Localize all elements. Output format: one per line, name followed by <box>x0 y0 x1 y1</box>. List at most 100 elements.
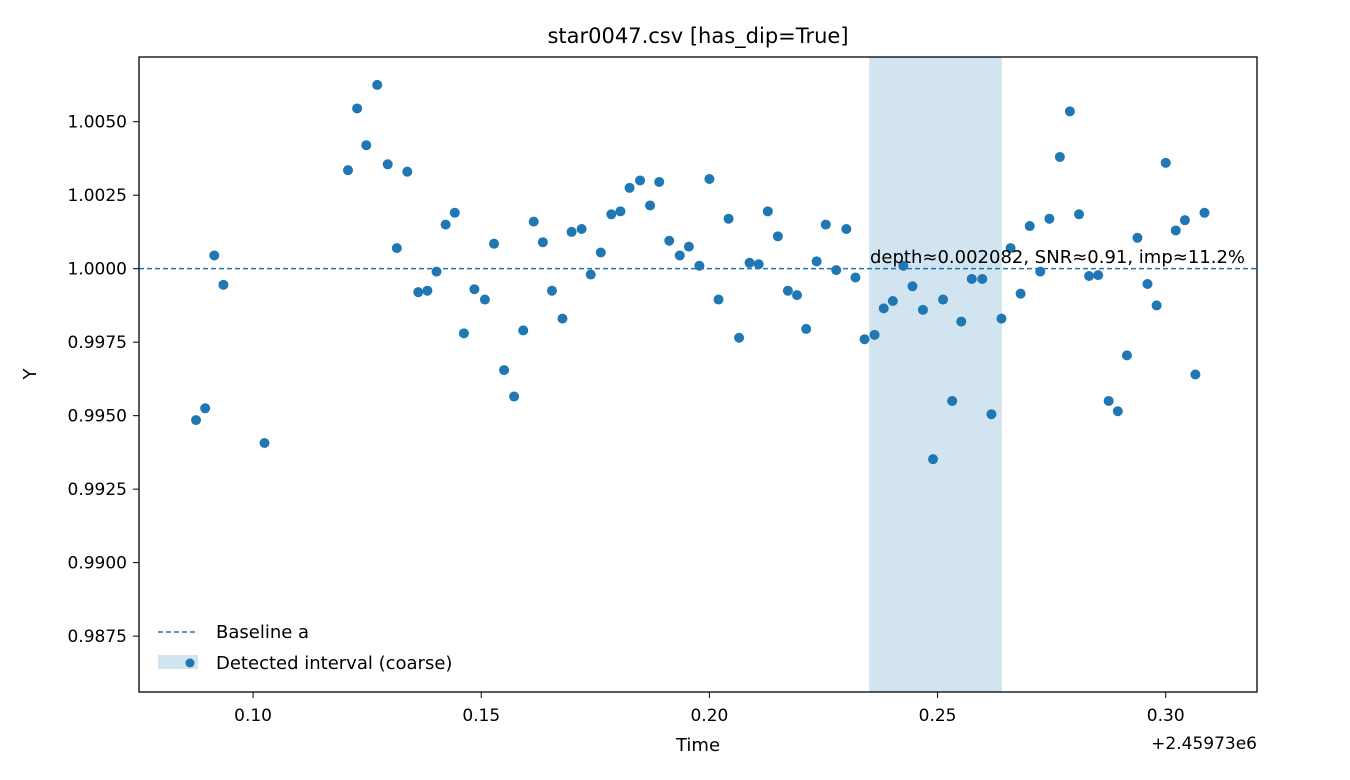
data-point <box>1054 151 1065 162</box>
data-point <box>977 273 988 284</box>
data-point <box>585 269 596 280</box>
data-point <box>479 294 490 305</box>
x-tick-label: 0.15 <box>462 706 500 726</box>
data-point <box>898 260 909 271</box>
x-offset-label: +2.45973e6 <box>1151 734 1257 754</box>
data-point <box>917 304 928 315</box>
data-point <box>1044 213 1055 224</box>
data-point <box>576 223 587 234</box>
legend-interval-label: Detected interval (coarse) <box>216 653 452 674</box>
data-point <box>1121 350 1132 361</box>
y-axis: 0.9875 0.9900 0.9925 0.9950 0.9975 1.0000 1.00… <box>68 113 139 647</box>
data-point <box>458 328 469 339</box>
data-point <box>1035 266 1046 277</box>
data-point <box>615 206 626 217</box>
data-point <box>191 415 202 426</box>
data-point <box>537 237 548 248</box>
data-point <box>449 207 460 218</box>
data-point <box>1132 232 1143 243</box>
data-point <box>907 281 918 292</box>
y-tick-label: 0.9975 <box>68 333 127 353</box>
data-point <box>645 200 656 211</box>
data-point <box>489 238 500 249</box>
data-point <box>723 213 734 224</box>
points-layer <box>191 79 1210 465</box>
data-point <box>624 182 635 193</box>
data-point <box>528 216 539 227</box>
legend: Baseline a Detected interval (coarse) <box>158 622 452 674</box>
y-tick-label: 1.0000 <box>68 260 127 280</box>
x-tick-label: 0.10 <box>234 706 272 726</box>
data-point <box>762 206 773 217</box>
data-point <box>209 250 220 261</box>
data-point <box>259 437 270 448</box>
legend-baseline-label: Baseline a <box>216 622 309 643</box>
data-point <box>664 235 675 246</box>
data-point <box>1160 157 1171 168</box>
data-point <box>878 303 889 314</box>
data-point <box>469 284 480 295</box>
data-point <box>557 313 568 324</box>
y-tick-label: 0.9925 <box>68 480 127 500</box>
data-point <box>704 174 715 185</box>
data-point <box>635 175 646 186</box>
data-point <box>440 219 451 230</box>
data-point <box>782 285 793 296</box>
data-point <box>1093 270 1104 281</box>
data-point <box>1005 243 1016 254</box>
data-point <box>753 259 764 270</box>
data-point <box>928 454 939 465</box>
data-point <box>841 223 852 234</box>
y-tick-label: 1.0025 <box>68 186 127 206</box>
data-point <box>887 296 898 307</box>
data-point <box>831 265 842 276</box>
data-point <box>546 285 557 296</box>
data-point <box>361 140 372 151</box>
data-point <box>744 257 755 268</box>
y-tick-label: 0.9900 <box>68 554 127 574</box>
data-point <box>1064 106 1075 117</box>
data-point <box>431 266 442 277</box>
data-point <box>1024 221 1035 232</box>
detected-interval-band <box>869 57 1002 692</box>
data-point <box>382 159 393 170</box>
data-point <box>595 247 606 258</box>
data-point <box>1179 215 1190 226</box>
dip-annotation: depth≈0.002082, SNR≈0.91, imp≈11.2% <box>870 247 1245 268</box>
y-tick-label: 1.0050 <box>68 113 127 133</box>
data-point <box>1199 207 1210 218</box>
data-point <box>566 226 577 237</box>
data-point <box>966 273 977 284</box>
x-tick-label: 0.25 <box>919 706 957 726</box>
data-point <box>1142 278 1153 289</box>
data-point <box>218 279 229 290</box>
data-point <box>820 219 831 230</box>
data-point <box>801 323 812 334</box>
data-point <box>683 241 694 252</box>
data-point <box>1084 271 1095 282</box>
data-point <box>1170 225 1181 236</box>
interval-layer <box>869 57 1002 692</box>
data-point <box>402 166 413 177</box>
data-point <box>947 395 958 406</box>
data-point <box>499 365 510 376</box>
data-point <box>859 334 870 345</box>
data-point <box>391 243 402 254</box>
y-axis-label: Y <box>20 368 41 381</box>
data-point <box>654 176 665 187</box>
x-tick-label: 0.30 <box>1147 706 1185 726</box>
data-point <box>694 260 705 271</box>
data-point <box>996 313 1007 324</box>
x-axis: 0.10 0.15 0.20 0.25 0.30 <box>234 692 1185 726</box>
data-point <box>518 325 529 336</box>
data-point <box>372 79 383 90</box>
legend-point-swatch <box>185 658 195 668</box>
data-point <box>606 209 617 220</box>
data-point <box>1190 369 1201 380</box>
data-point <box>850 272 861 283</box>
data-point <box>1074 209 1085 220</box>
y-tick-label: 0.9950 <box>68 407 127 427</box>
data-point <box>792 290 803 301</box>
